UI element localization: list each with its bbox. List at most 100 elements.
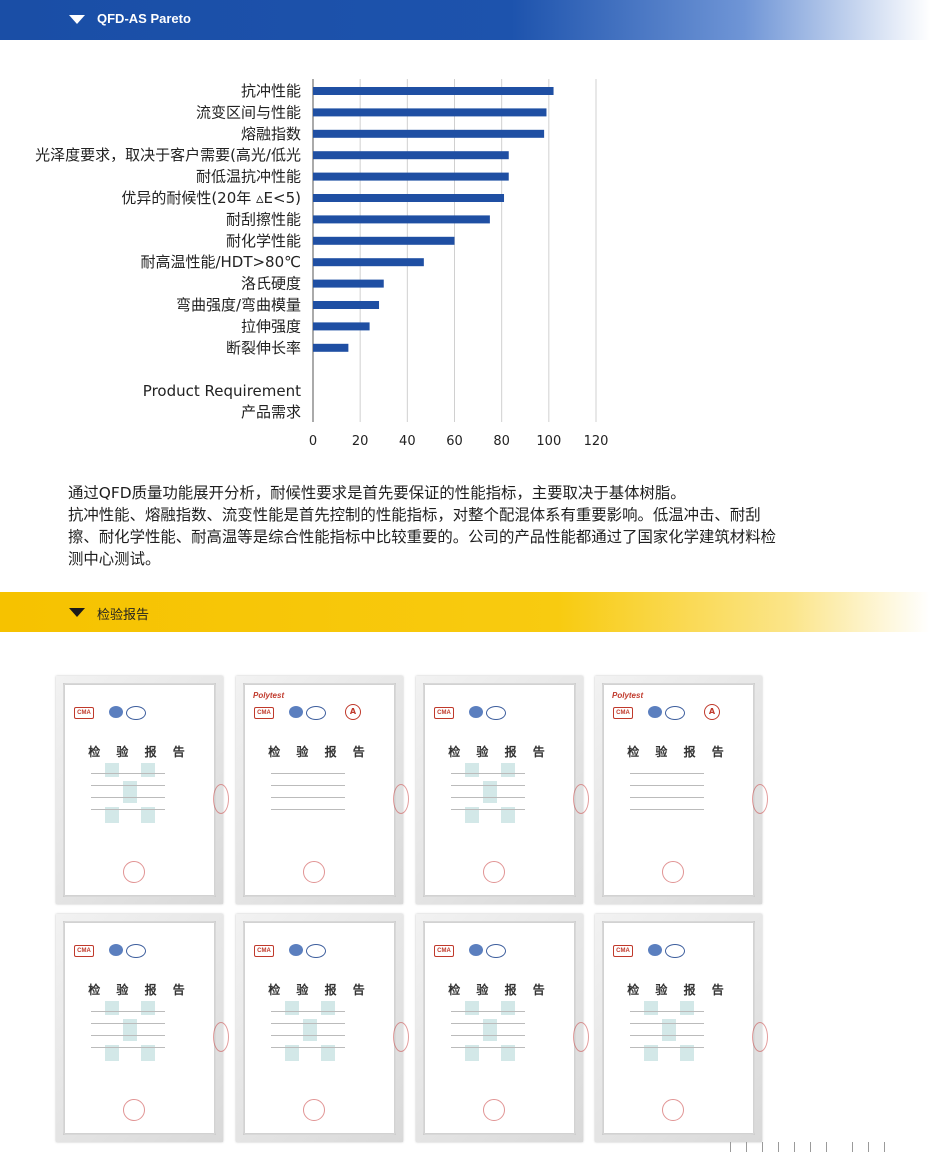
field-line [451,797,525,798]
cnas-logo-icon [126,706,146,720]
field-line [451,809,525,810]
bar [313,258,424,267]
x-tick-label: 60 [446,434,463,449]
pareto-bar-chart: 0 20 40 60 80 100 120 抗冲性能流变区间与性能熔融指数光泽度要求，取决于客… [35,79,608,449]
ilac-logo-icon [648,944,662,956]
bar [313,236,455,245]
category-label: 耐高温性能/HDT>80℃ [140,253,301,271]
category-label: 弯曲强度/弯曲模量 [176,296,301,314]
side-stamp [752,784,768,814]
certificate-frame[interactable]: CMA 检 验 报 告 [595,914,768,1142]
certificate-frame[interactable]: CMA 检 验 报 告 [56,676,229,904]
field-line [271,1035,345,1036]
category-label: 抗冲性能 [241,82,301,100]
ilac-logo-icon [648,706,662,718]
field-line [630,1047,704,1048]
certificate-frame[interactable]: CMA 检 验 报 告 [56,914,229,1142]
field-line [451,785,525,786]
ilac-logo-icon [109,944,123,956]
indicator-dash [852,1142,853,1152]
indicator-dash [794,1142,795,1152]
field-line [630,1035,704,1036]
cma-logo-icon: CMA [434,945,454,957]
certificate-frame[interactable]: Polytest CMA A 检 验 报 告 [595,676,768,904]
section-title: QFD-AS Pareto [97,11,191,26]
certificate-frame[interactable]: CMA 检 验 报 告 [416,676,589,904]
cma-logo-icon: CMA [74,707,94,719]
ilac-logo-icon [469,706,483,718]
certificate-brand: Polytest [612,691,644,700]
category-label: 洛氏硬度 [241,275,301,293]
cma-logo-icon: CMA [613,707,633,719]
cal-logo-icon: A [704,704,720,720]
field-line [451,1011,525,1012]
side-stamp [573,784,589,814]
triangle-down-icon [69,608,85,617]
field-line [91,1023,165,1024]
field-line [451,1023,525,1024]
section-title: 检验报告 [97,607,150,622]
field-line [91,773,165,774]
x-tick-label: 40 [399,434,416,449]
indicator-dash [868,1142,869,1152]
axis-title: Product Requirement [143,382,301,400]
field-line [91,1035,165,1036]
side-stamp [393,784,409,814]
cma-logo-icon: CMA [254,707,274,719]
cma-logo-icon: CMA [613,945,633,957]
cnas-logo-icon [306,706,326,720]
description-line: 擦、耐化学性能、耐高温等是综合性能指标中比较重要的。公司的产品性能都通过了国家化… [68,528,776,546]
x-tick-label: 20 [352,434,369,449]
triangle-down-icon [69,15,85,24]
cnas-logo-icon [126,944,146,958]
category-label: 耐低温抗冲性能 [196,168,301,186]
certificate-paper: CMA 检 验 报 告 [604,923,753,1133]
bar [313,343,349,352]
watermark-pattern [105,763,155,823]
seal-stamp [662,861,684,883]
side-stamp [393,1022,409,1052]
indicator-dash [730,1142,731,1152]
watermark-pattern [105,1001,155,1061]
ilac-logo-icon [289,944,303,956]
field-line [630,785,704,786]
field-line [630,1023,704,1024]
category-label: 拉伸强度 [241,317,301,335]
bar [313,87,554,95]
certificate-heading: 检 验 报 告 [268,983,371,997]
certificate-frame[interactable]: CMA 检 验 报 告 [416,914,589,1142]
indicator-dash [778,1142,779,1152]
certificate-frame[interactable]: CMA 检 验 报 告 [236,914,409,1142]
certificate-paper: Polytest CMA A 检 验 报 告 [604,685,753,895]
certificate-heading: 检 验 报 告 [88,983,191,997]
category-label: 耐化学性能 [226,232,301,250]
category-label: 熔融指数 [241,125,301,143]
bar [313,108,547,117]
certificate-frame[interactable]: Polytest CMA A 检 验 报 告 [236,676,409,904]
certificate-paper: Polytest CMA A 检 验 报 告 [245,685,394,895]
bar [313,172,509,181]
certificate-paper: CMA 检 验 报 告 [245,923,394,1133]
field-line [91,785,165,786]
field-line [630,797,704,798]
side-stamp [752,1022,768,1052]
indicator-dash [884,1142,885,1152]
field-line [630,773,704,774]
bar [313,129,545,138]
side-stamp [573,1022,589,1052]
indicator-dash [746,1142,747,1152]
bar [313,194,505,202]
cnas-logo-icon [665,706,685,720]
seal-stamp [123,861,145,883]
field-line [91,809,165,810]
certificate-paper: CMA 检 验 报 告 [425,923,574,1133]
field-line [630,809,704,810]
certificate-paper: CMA 检 验 报 告 [65,685,214,895]
bar [313,301,380,309]
certificate-heading: 检 验 报 告 [448,983,551,997]
ilac-logo-icon [109,706,123,718]
bar [313,215,490,224]
section-header-pareto: QFD-AS Pareto [0,0,930,40]
bar [313,151,509,160]
certificate-heading: 检 验 报 告 [88,745,191,759]
